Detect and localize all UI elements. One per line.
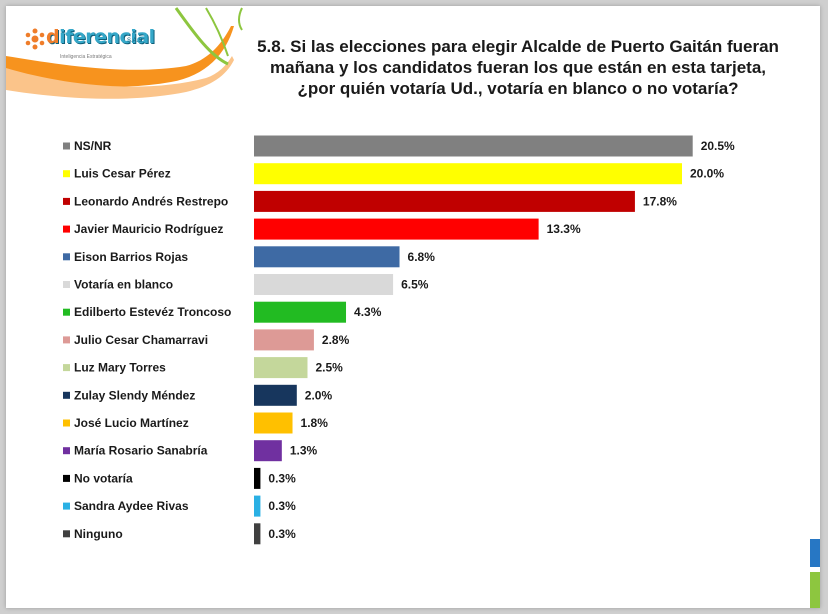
legend-swatch (63, 364, 70, 372)
data-label: 1.8% (301, 416, 329, 430)
data-label: 0.3% (268, 499, 296, 513)
slide: diferencial S.A.S Inteligencia Estratégi… (6, 6, 820, 608)
bar (254, 301, 347, 323)
bar (254, 523, 261, 545)
logo-suffix: S.A.S (127, 38, 143, 44)
legend-swatch (63, 308, 70, 316)
side-accent-blue (810, 539, 820, 567)
data-label: 13.3% (547, 222, 581, 236)
title-line-2: mañana y los candidatos fueran los que e… (270, 58, 766, 77)
legend-swatch (63, 197, 70, 205)
bar (254, 274, 394, 295)
category-label: Ninguno (74, 527, 123, 541)
category-label: María Rosario Sanabría (74, 444, 208, 458)
category-label: Leonardo Andrés Restrepo (74, 194, 228, 208)
legend-swatch (63, 170, 70, 178)
bar (254, 218, 539, 240)
header-decoration (6, 7, 243, 99)
data-label: 6.8% (408, 250, 436, 264)
category-label: Javier Mauricio Rodríguez (74, 222, 223, 236)
bar (254, 495, 261, 517)
data-label: 2.8% (322, 333, 350, 347)
data-label: 6.5% (401, 278, 429, 292)
legend-swatch (63, 336, 70, 344)
data-label: 4.3% (354, 305, 382, 319)
bar (254, 135, 693, 157)
legend-swatch (63, 281, 70, 288)
bar (254, 163, 682, 185)
bar (254, 384, 297, 406)
bar (254, 246, 400, 268)
page-title: 5.8. Si las elecciones para elegir Alcal… (238, 36, 798, 99)
bar (254, 412, 293, 434)
category-label: Zulay Slendy Méndez (74, 388, 195, 402)
legend-swatch (63, 391, 70, 399)
category-label: Edilberto Estevéz Troncoso (74, 305, 231, 319)
legend-swatch (63, 474, 70, 482)
category-label: Julio Cesar Chamarravi (74, 333, 208, 347)
logo-burst-icon (25, 28, 45, 50)
legend-swatch (63, 419, 70, 427)
data-label: 17.8% (643, 194, 677, 208)
company-logo: diferencial S.A.S Inteligencia Estratégi… (24, 24, 155, 70)
data-label: 20.5% (701, 139, 735, 153)
category-label: Votaría en blanco (74, 278, 173, 292)
legend-swatch (63, 530, 70, 538)
category-label: Eison Barrios Rojas (74, 250, 188, 264)
logo-wordmark: diferencial (46, 26, 155, 48)
category-label: NS/NR (74, 139, 112, 153)
category-label: Luz Mary Torres (74, 361, 166, 375)
category-label: Luis Cesar Pérez (74, 167, 171, 181)
bar-chart: NS/NR 20.5% Luis Cesar Pérez 20.0% Leonardo … (63, 135, 735, 545)
title-line-1: 5.8. Si las elecciones para elegir Alcal… (257, 37, 779, 56)
legend-swatch (63, 447, 70, 455)
legend-swatch (63, 142, 70, 150)
category-label: No votaría (74, 471, 133, 485)
data-label: 20.0% (690, 167, 724, 181)
bar (254, 329, 314, 351)
data-label: 2.5% (316, 361, 344, 375)
bar (254, 357, 308, 379)
bar (254, 440, 282, 462)
data-label: 0.3% (268, 471, 296, 485)
logo-tagline: Inteligencia Estratégica (60, 54, 112, 60)
category-label: Sandra Aydee Rivas (74, 499, 189, 513)
legend-swatch (63, 253, 70, 261)
side-accent-green (810, 572, 820, 608)
category-label: José Lucio Martínez (74, 416, 189, 430)
legend-swatch (63, 502, 70, 510)
bar (254, 467, 261, 489)
bar (254, 190, 635, 212)
title-line-3: ¿por quién votaría Ud., votaría en blanc… (297, 79, 739, 98)
data-label: 0.3% (268, 527, 296, 541)
legend-swatch (63, 225, 70, 233)
data-label: 1.3% (290, 444, 318, 458)
data-label: 2.0% (305, 388, 333, 402)
